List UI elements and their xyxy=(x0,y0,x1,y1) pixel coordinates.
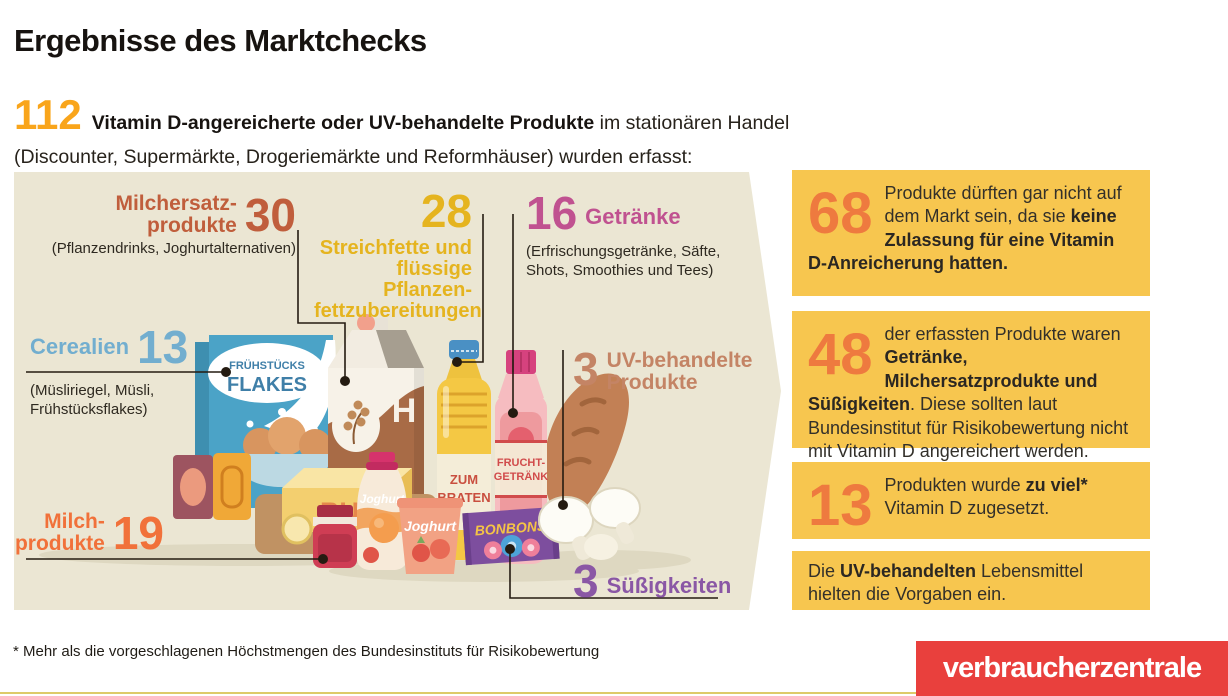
category-label-milchersatzprodukte: Milchersatz- produkte 30 (Pflanzendrinks… xyxy=(32,192,296,259)
illustration-panel: FRÜHSTÜCKS FLAKES xyxy=(14,172,781,610)
category-label-milchprodukte: Milch- produkte 19 xyxy=(15,507,164,559)
candy-bag-label: BONBONS xyxy=(474,517,547,538)
fact-box-too-much-vitamin-d: 13 Produkten wurde zu viel* Vitamin D zug… xyxy=(792,462,1150,539)
category-label-suessigkeiten: 3 Süßigkeiten xyxy=(573,558,731,604)
fruit-drink-label-2: GETRÄNK xyxy=(494,470,548,483)
yogurt-drink-bottle: Joghurt xyxy=(357,452,407,570)
bottom-rule xyxy=(0,692,1228,694)
fact-text: Die UV-behandelten Lebensmittel hielten … xyxy=(808,561,1084,605)
category-name: Streichfette und flüssige Pflanzen- fett… xyxy=(314,237,482,322)
connector-dots xyxy=(221,357,568,564)
product-illustration: FRÜHSTÜCKS FLAKES xyxy=(26,214,718,599)
yogurt-drink-label: Joghurt xyxy=(360,492,406,506)
cereal-bar xyxy=(173,455,213,519)
connector-lines xyxy=(26,214,718,599)
category-name: Getränke xyxy=(585,204,681,230)
intro-bold-text: Vitamin D-angereicherte oder UV-behandel… xyxy=(91,111,595,134)
category-name: UV-behandelte Produkte xyxy=(606,349,753,395)
category-examples: (Erfrischungsgetränke, Säfte, Shots, Smo… xyxy=(526,243,721,279)
category-name: Milchersatz- produkte xyxy=(115,191,237,237)
muesli-bar xyxy=(213,453,251,520)
fact-number: 68 xyxy=(808,181,873,246)
page-title: Ergebnisse des Marktchecks xyxy=(14,22,427,58)
fact-box-no-approval: 68 Produkte dürften gar nicht auf dem Mar… xyxy=(792,170,1150,296)
bread-loaf xyxy=(543,373,629,520)
fact-number: 48 xyxy=(808,322,873,387)
fact-number: 13 xyxy=(808,473,873,538)
category-label-streichfette: 28 Streichfette und flüssige Pflanzen- f… xyxy=(314,185,482,322)
category-count: 28 xyxy=(420,185,472,237)
category-label-uv-behandelte: 3 UV-behandelte Produkte xyxy=(573,344,752,394)
brand-logo-text: verbraucherzentrale xyxy=(942,652,1202,684)
cereal-box-label-2: FLAKES xyxy=(227,374,307,396)
intro-text: 112 Vitamin D-angereicherte oder UV-behan… xyxy=(14,93,824,174)
category-examples: (Pflanzendrinks, Joghurtalternativen) xyxy=(51,240,296,257)
cereal-box-label: FRÜHSTÜCKS xyxy=(229,359,305,372)
category-name: Süßigkeiten xyxy=(606,573,732,599)
yogurt-cup-label: Joghurt xyxy=(404,518,457,534)
category-name: Cerealien xyxy=(30,334,130,360)
category-examples-cerealien: (Müsliriegel, Müsli, Frühstücksflakes) xyxy=(30,382,155,418)
footnote: * Mehr als die vorgeschlagenen Höchstmen… xyxy=(13,643,600,660)
category-label-cerealien: Cerealien 13 xyxy=(30,324,188,370)
brand-logo: verbraucherzentrale xyxy=(916,641,1228,696)
mushrooms xyxy=(538,487,641,561)
fact-text: Produkte dürften gar nicht auf dem Markt… xyxy=(808,183,1122,274)
fact-box-should-not-be-enriched: 48 der erfassten Produkte waren Getränke,… xyxy=(792,311,1150,461)
fact-text: Produkten wurde zu viel* Vitamin D zuges… xyxy=(884,475,1088,519)
category-name: Milch- produkte xyxy=(14,509,105,555)
category-label-getraenke: 16 Getränke (Erfrischungsgetränke, Säfte… xyxy=(526,190,726,281)
category-count: 3 xyxy=(573,343,599,396)
category-count: 13 xyxy=(137,321,189,373)
fact-box-uv-compliant: Die UV-behandelten Lebensmittel hielten … xyxy=(792,551,1150,610)
category-count: 3 xyxy=(573,555,599,607)
milk-carton-letter: H xyxy=(392,392,417,430)
category-count: 16 xyxy=(526,187,578,239)
total-count: 112 xyxy=(14,90,82,138)
fruit-drink-label: FRUCHT- xyxy=(497,457,546,469)
intro-rest-text: im stationären Handel (Discounter, Super… xyxy=(14,111,790,168)
fact-text: der erfassten Produkte waren Getränke, M… xyxy=(808,324,1129,461)
yogurt-cup: Joghurt xyxy=(397,498,463,574)
category-count: 30 xyxy=(244,189,296,241)
category-count: 19 xyxy=(112,507,164,559)
oil-bottle-label: ZUM xyxy=(450,472,478,487)
